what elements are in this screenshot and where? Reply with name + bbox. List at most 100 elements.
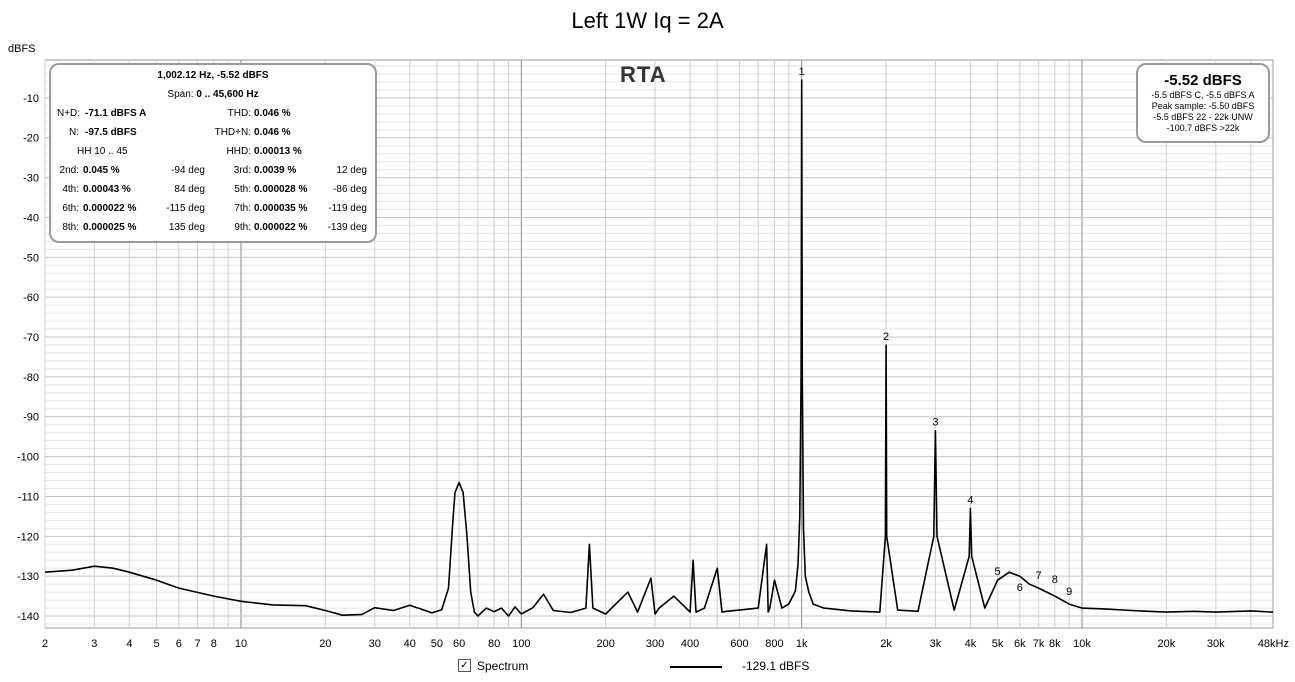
- harmonic-label-8: 8: [1052, 574, 1058, 586]
- harmonic-percent: 0.000028 %: [254, 184, 308, 195]
- x-tick-label: 600: [730, 638, 748, 650]
- hhd-label: HHD:: [226, 146, 251, 157]
- harmonic-percent: 0.0039 %: [254, 165, 297, 176]
- legend-series-value: -129.1 dBFS: [742, 659, 810, 673]
- y-tick-label: -60: [23, 292, 39, 304]
- harmonic-row: 6th: 0.000022 % -115 deg 7th: 0.000035 % -119…: [51, 203, 375, 222]
- x-tick-label: 8: [211, 638, 217, 650]
- measurement-panel[interactable]: 1,002.12 Hz, -5.52 dBFS Span: 0 .. 45,60…: [49, 63, 377, 243]
- peak-line-1: -5.5 dBFS C, -5.5 dBFS A: [1151, 90, 1255, 100]
- y-tick-label: -110: [18, 491, 39, 503]
- y-tick-label: -130: [17, 571, 39, 583]
- x-tick-label: 8k: [1049, 638, 1061, 650]
- harmonic-order-label: 6th:: [62, 203, 79, 214]
- harmonic-row: 8th: 0.000025 % 135 deg 9th: 0.000022 % -139 …: [51, 222, 375, 241]
- noise-label: N:: [69, 127, 79, 138]
- x-tick-label: 2k: [880, 638, 892, 650]
- x-tick-label: 40: [404, 638, 416, 650]
- x-tick-label: 3: [91, 638, 97, 650]
- chart-title: Left 1W Iq = 2A: [571, 8, 724, 33]
- thd-value: 0.046 %: [254, 108, 291, 119]
- peak-level-box[interactable]: -5.52 dBFS -5.5 dBFS C, -5.5 dBFS A Peak…: [1136, 63, 1270, 143]
- harmonic-phase: -115 deg: [166, 203, 205, 214]
- x-tick-label: 80: [488, 638, 500, 650]
- harmonic-order-label: 8th:: [62, 222, 79, 233]
- x-tick-label: 7: [194, 638, 200, 650]
- harmonic-label-4: 4: [967, 494, 973, 506]
- x-tick-label: 6k: [1014, 638, 1026, 650]
- x-tick-label: 10k: [1073, 638, 1091, 650]
- spectrum-checkbox[interactable]: ✓: [458, 659, 471, 672]
- span-value: 0 .. 45,600 Hz: [196, 89, 259, 100]
- y-axis-unit: dBFS: [8, 43, 36, 55]
- x-tick-label: 4k: [965, 638, 977, 650]
- fundamental-readout: 1,002.12 Hz, -5.52 dBFS: [157, 70, 269, 81]
- legend-line-swatch: [670, 666, 722, 668]
- y-tick-label: -100: [17, 452, 39, 464]
- peak-line-2: Peak sample: -5.50 dBFS: [1151, 101, 1255, 111]
- legend-series-name: Spectrum: [477, 659, 529, 673]
- y-tick-label: -30: [23, 173, 39, 185]
- nd-value: -71.1 dBFS A: [85, 108, 147, 119]
- y-tick-label: -140: [17, 611, 39, 623]
- x-tick-label: 60: [453, 638, 465, 650]
- harmonic-phase: 84 deg: [174, 184, 205, 195]
- y-tick-label: -120: [17, 531, 39, 543]
- x-tick-label: 20: [319, 638, 331, 650]
- nd-label: N+D:: [57, 108, 81, 119]
- peak-line-3: -5.5 dBFS 22 - 22k UNW: [1153, 112, 1253, 122]
- y-tick-label: -70: [23, 332, 39, 344]
- hh-range: HH 10 .. 45: [77, 146, 128, 157]
- x-tick-label: 5: [154, 638, 160, 650]
- y-tick-label: -50: [23, 252, 39, 264]
- harmonic-row: 4th: 0.00043 % 84 deg 5th: 0.000028 % -86 deg: [51, 184, 375, 203]
- x-tick-label: 3k: [930, 638, 942, 650]
- x-tick-label: 7k: [1033, 638, 1045, 650]
- harmonic-order-label: 3rd:: [233, 165, 251, 176]
- x-tick-labels: 2 3 4 5 6 7 8 10 20 30 40 50 60 80 100 200 300 400 600 800 1…: [42, 638, 1289, 650]
- harmonic-percent: 0.045 %: [83, 165, 120, 176]
- harmonic-percent: 0.000025 %: [83, 222, 137, 233]
- spectrum-series-line: [44, 79, 1274, 617]
- harmonic-phase: -119 deg: [328, 203, 367, 214]
- harmonic-phase: -94 deg: [171, 165, 205, 176]
- peak-line-4: -100.7 dBFS >22k: [1166, 123, 1240, 133]
- harmonic-order-label: 9th:: [234, 222, 251, 233]
- harmonic-row: 2nd: 0.045 % -94 deg 3rd: 0.0039 % 12 deg: [51, 165, 375, 184]
- legend: ✓ Spectrum -129.1 dBFS: [0, 656, 1295, 680]
- harmonic-phase: 12 deg: [336, 165, 367, 176]
- thdn-value: 0.046 %: [254, 127, 291, 138]
- harmonic-label-9: 9: [1066, 586, 1072, 598]
- x-tick-label: 6: [176, 638, 182, 650]
- harmonic-label-2: 2: [883, 331, 889, 343]
- harmonic-labels: 1 2 3 4 5 6 7 89: [799, 66, 1073, 598]
- x-tick-label: 800: [765, 638, 783, 650]
- noise-value: -97.5 dBFS: [85, 127, 137, 138]
- harmonic-order-label: 5th:: [234, 184, 251, 195]
- hhd-value: 0.00013 %: [254, 146, 302, 157]
- harmonic-order-label: 7th:: [234, 203, 251, 214]
- x-tick-label: 10: [235, 638, 247, 650]
- y-tick-label: -10: [23, 93, 39, 105]
- harmonic-percent: 0.000022 %: [83, 203, 137, 214]
- harmonic-percent: 0.000035 %: [254, 203, 308, 214]
- span-label: Span:: [167, 89, 194, 100]
- x-tick-label: 30k: [1207, 638, 1225, 650]
- thd-label: THD:: [227, 108, 251, 119]
- x-tick-label: 4: [126, 638, 132, 650]
- y-tick-label: -90: [23, 412, 39, 424]
- x-tick-label: 200: [597, 638, 615, 650]
- harmonic-label-1: 1: [799, 66, 805, 78]
- harmonic-phase: -86 deg: [333, 184, 367, 195]
- harmonic-label-6: 6: [1017, 582, 1023, 594]
- y-tick-label: -40: [23, 212, 39, 224]
- x-tick-label: 20k: [1158, 638, 1176, 650]
- x-tick-label: 400: [681, 638, 699, 650]
- x-tick-label: 300: [646, 638, 664, 650]
- harmonic-phase: 135 deg: [168, 222, 205, 233]
- x-tick-label: 30: [369, 638, 381, 650]
- harmonic-percent: 0.000022 %: [254, 222, 308, 233]
- x-tick-label: 5k: [992, 638, 1004, 650]
- harmonic-phase: -139 deg: [327, 222, 367, 233]
